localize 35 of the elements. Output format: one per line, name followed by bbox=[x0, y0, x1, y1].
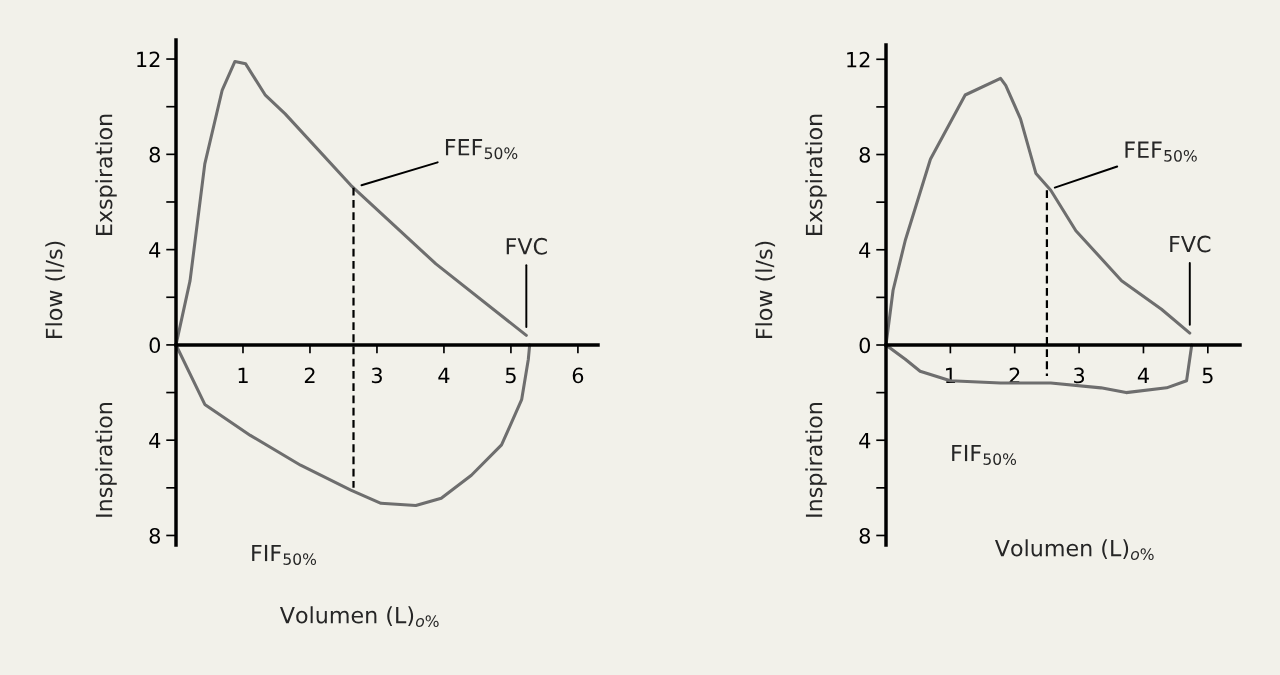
annotation: FEF$_{50%}$ bbox=[1125, 141, 1197, 162]
y-tick-label: 12 bbox=[847, 51, 870, 68]
x-axis-title: Volumen (L)$_{o%}$ bbox=[994, 539, 1154, 560]
text: Inspiration bbox=[95, 402, 117, 517]
y-tick-label: 4 bbox=[859, 432, 871, 449]
y-tick-label: 8 bbox=[859, 527, 870, 544]
annotation: FEF$_{50%}$ bbox=[445, 139, 518, 160]
x-tick-label: 5 bbox=[505, 367, 516, 384]
annotation: FVC bbox=[1170, 235, 1211, 253]
y-tick-label: 8 bbox=[859, 146, 870, 163]
text: Exspiration bbox=[95, 114, 117, 236]
x-tick-label: 3 bbox=[371, 367, 382, 384]
y-tick-label: 0 bbox=[859, 337, 871, 354]
x-tick-label: 4 bbox=[1137, 367, 1149, 384]
y-tick-label: 4 bbox=[149, 242, 161, 258]
x-tick-label: 5 bbox=[1202, 367, 1213, 384]
text: Inspiration bbox=[805, 402, 827, 517]
annotation: FVC bbox=[506, 237, 547, 255]
y-tick-label: 4 bbox=[149, 432, 161, 449]
y-tick-label: 8 bbox=[149, 527, 160, 544]
text: Exspiration bbox=[805, 114, 827, 236]
y-tick-label: 12 bbox=[137, 51, 160, 67]
y-tick-label: 8 bbox=[149, 146, 160, 163]
y-tick-label: 0 bbox=[149, 337, 161, 354]
y-axis-title: Flow (l/s) bbox=[45, 241, 66, 338]
y-axis-title: Flow (l/s) bbox=[755, 241, 776, 338]
x-tick-label: 2 bbox=[304, 367, 315, 383]
x-tick-label: 3 bbox=[1074, 367, 1085, 384]
x-tick-label: 4 bbox=[438, 367, 450, 383]
x-tick-label: 1 bbox=[238, 367, 248, 383]
x-tick-label: 6 bbox=[572, 367, 584, 384]
annotation: FIF$_{50%}$ bbox=[252, 544, 317, 565]
x-axis-title: Volumen (L)$_{o%}$ bbox=[279, 606, 439, 627]
y-tick-label: 4 bbox=[859, 242, 871, 258]
annotation: FIF$_{50%}$ bbox=[952, 444, 1017, 465]
